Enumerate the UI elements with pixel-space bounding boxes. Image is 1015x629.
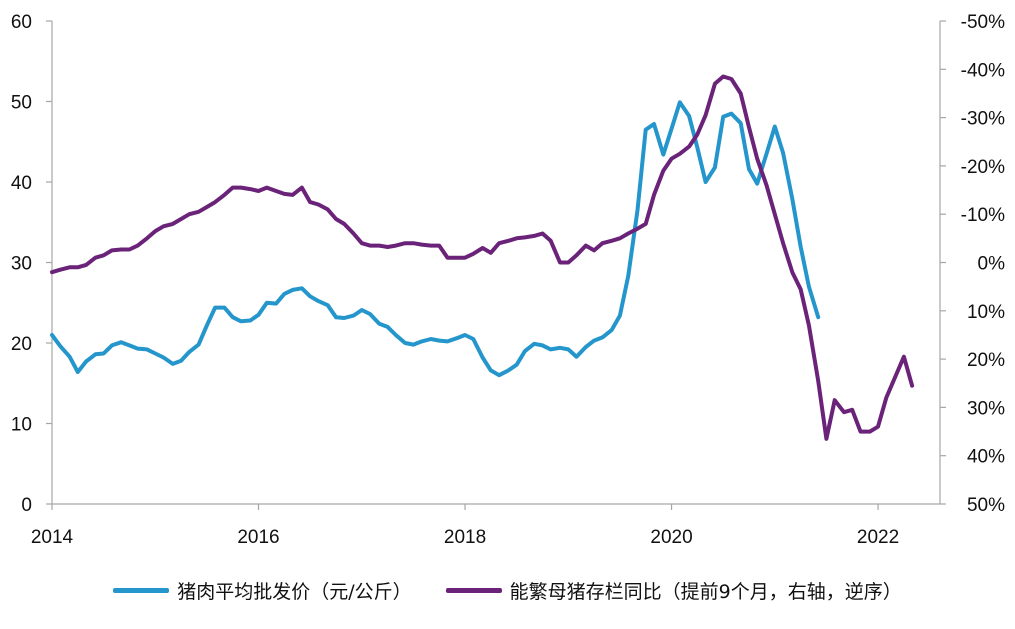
x-tick-label: 2016 [237,527,279,548]
right-tick-label: -50% [961,12,1005,33]
tick-labels: 0 10 20 30 40 50 60 -50% -40% -30% -20% -10% 0% 10% 20… [11,12,1005,548]
left-tick-label: 60 [11,12,32,33]
legend-label-pork-price: 猪肉平均批发价（元/公斤） [177,580,412,603]
right-tick-label: 10% [967,302,1005,323]
left-tick-label: 30 [11,254,32,275]
x-tick-label: 2022 [857,527,899,548]
x-tick-label: 2014 [31,527,74,548]
left-tick-label: 50 [11,93,32,114]
right-tick-label: 50% [967,495,1005,516]
series-line-pork-price [50,100,821,378]
legend-item-sow-inventory: 能繁母猪存栏同比（提前9个月，右轴，逆序） [445,577,902,604]
right-tick-label: -20% [961,157,1005,178]
right-tick-label: -10% [961,205,1005,226]
right-tick-label: 40% [967,447,1005,468]
legend: 猪肉平均批发价（元/公斤） 能繁母猪存栏同比（提前9个月，右轴，逆序） [0,572,1015,608]
legend-swatch-sow-inventory [445,587,502,593]
left-tick-label: 0 [21,495,32,516]
right-tick-label: -40% [961,60,1005,81]
series-line-sow-inventory [50,74,915,441]
x-tick-label: 2020 [650,527,692,548]
right-tick-label: 20% [967,350,1005,371]
legend-label-sow-inventory: 能繁母猪存栏同比（提前9个月，右轴，逆序） [509,580,902,603]
left-tick-label: 40 [11,173,32,194]
right-tick-label: 30% [967,398,1005,419]
chart: 0 10 20 30 40 50 60 -50% -40% -30% -20% -10% 0% 10% 20… [11,12,1005,548]
legend-item-pork-price: 猪肉平均批发价（元/公斤） [113,577,412,604]
x-tick-label: 2018 [444,527,486,548]
axes [46,20,946,510]
right-tick-label: 0% [978,254,1006,275]
right-tick-label: -30% [961,109,1005,130]
left-tick-label: 20 [11,334,32,355]
series-lines [50,74,915,441]
legend-swatch-pork-price [113,587,170,593]
left-tick-label: 10 [11,415,32,436]
